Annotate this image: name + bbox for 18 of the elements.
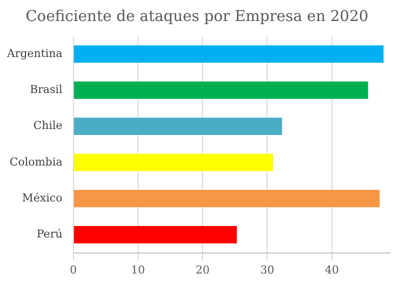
chart-title: Coeficiente de ataques por Empresa en 2020: [26, 6, 368, 25]
x-tick-label: 30: [260, 263, 274, 276]
bar: [74, 154, 274, 172]
y-tick-label: Colombia: [10, 155, 63, 168]
bar: [74, 82, 368, 99]
y-tick-label: Argentina: [6, 46, 63, 60]
x-tick-label: 20: [196, 263, 210, 276]
y-tick-label: Chile: [33, 119, 62, 132]
y-tick-label: México: [22, 191, 63, 204]
x-tick-label: 0: [70, 263, 77, 276]
y-tick-label: Perú: [36, 228, 62, 241]
bar: [74, 118, 282, 136]
bar: [74, 226, 237, 244]
x-tick-label: 10: [131, 263, 146, 276]
y-tick-label: Brasil: [30, 83, 63, 96]
x-tick-label: 40: [324, 263, 339, 276]
bar: [74, 190, 380, 208]
bar: [74, 45, 384, 63]
